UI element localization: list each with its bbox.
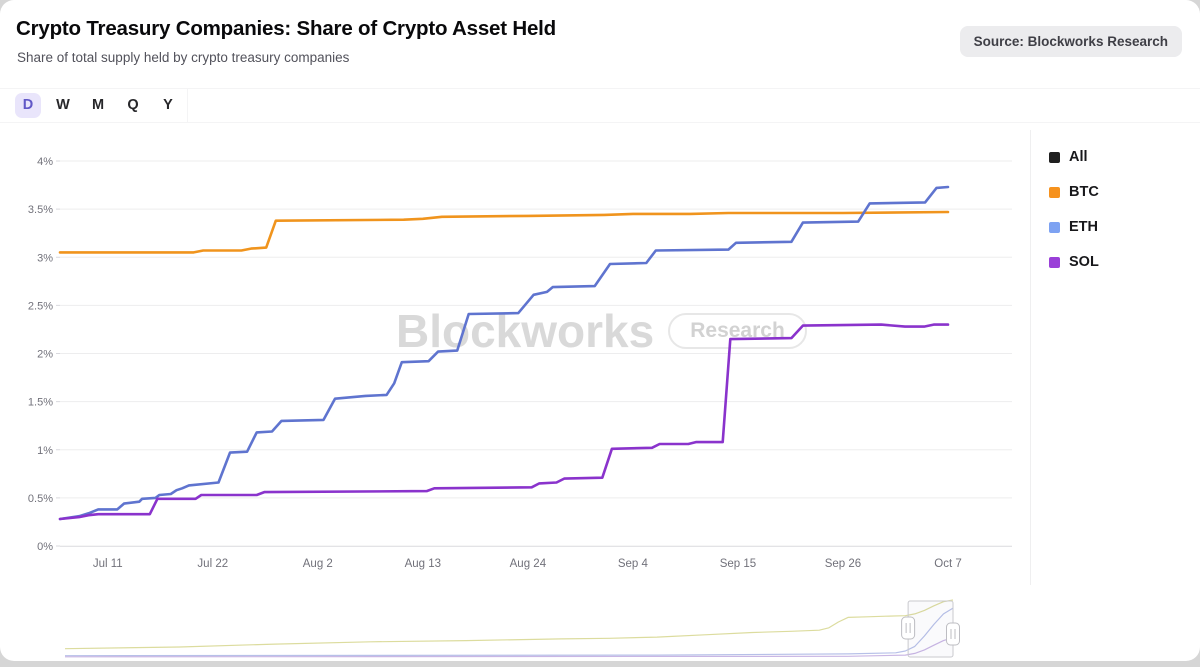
x-tick-label: Sep 4 <box>618 558 649 570</box>
legend-label: All <box>1069 149 1088 165</box>
range-button-quarterly[interactable]: Q <box>127 97 139 113</box>
range-toolbar: D W M Q Y <box>0 88 1200 123</box>
legend-label: BTC <box>1069 184 1099 200</box>
x-tick-label: Aug 24 <box>510 558 547 570</box>
series-line-sol <box>58 323 950 521</box>
y-tick-label: 2% <box>37 349 53 361</box>
legend-label: SOL <box>1069 254 1099 270</box>
range-button-daily[interactable]: D <box>15 93 41 118</box>
chart-legend: All BTC ETH SOL <box>1030 130 1198 585</box>
range-button-monthly[interactable]: M <box>91 97 105 113</box>
navigator-handle-right[interactable] <box>946 622 960 646</box>
y-tick-label: 1% <box>37 445 53 457</box>
watermark-research-pill: Research <box>668 313 807 349</box>
navigator-line-sol-nav <box>64 637 954 658</box>
toolbar-divider <box>187 89 188 122</box>
navigator-line-eth-nav <box>64 607 954 657</box>
y-tick-label: 0.5% <box>28 493 53 505</box>
x-tick-label: Jul 22 <box>197 558 228 570</box>
y-tick-label: 1.5% <box>28 397 53 409</box>
series-line-btc <box>58 210 950 254</box>
y-tick-label: 3% <box>37 252 53 264</box>
legend-item-eth[interactable]: ETH <box>1049 216 1198 238</box>
series-line-eth <box>58 185 950 521</box>
x-tick-label: Sep 15 <box>720 558 756 570</box>
legend-item-all[interactable]: All <box>1049 146 1198 168</box>
page-title: Crypto Treasury Companies: Share of Cryp… <box>16 17 556 40</box>
legend-swatch-sol-icon <box>1049 256 1060 268</box>
x-tick-label: Sep 26 <box>825 558 861 570</box>
x-tick-label: Aug 13 <box>405 558 441 570</box>
y-tick-label: 3.5% <box>28 204 53 216</box>
range-button-yearly[interactable]: Y <box>163 97 173 113</box>
y-tick-label: 2.5% <box>28 300 53 312</box>
legend-label: ETH <box>1069 219 1098 235</box>
legend-swatch-all-icon <box>1049 151 1060 163</box>
x-tick-label: Aug 2 <box>303 558 333 570</box>
watermark: Blockworks Research <box>396 304 807 358</box>
page-subtitle: Share of total supply held by crypto tre… <box>17 50 350 65</box>
source-badge: Source: Blockworks Research <box>959 26 1182 57</box>
x-tick-label: Oct 7 <box>934 558 961 570</box>
navigator-handle-left[interactable] <box>901 616 916 640</box>
legend-item-btc[interactable]: BTC <box>1049 181 1198 203</box>
legend-swatch-btc-icon <box>1049 186 1060 198</box>
y-tick-label: 4% <box>37 156 53 168</box>
y-tick-label: 0% <box>37 541 53 553</box>
legend-swatch-eth-icon <box>1049 221 1060 233</box>
watermark-text: Blockworks <box>396 305 655 357</box>
navigator-line-all-nav <box>64 599 954 650</box>
range-button-weekly[interactable]: W <box>56 97 70 113</box>
legend-item-sol[interactable]: SOL <box>1049 251 1198 273</box>
x-tick-label: Jul 11 <box>93 558 123 570</box>
